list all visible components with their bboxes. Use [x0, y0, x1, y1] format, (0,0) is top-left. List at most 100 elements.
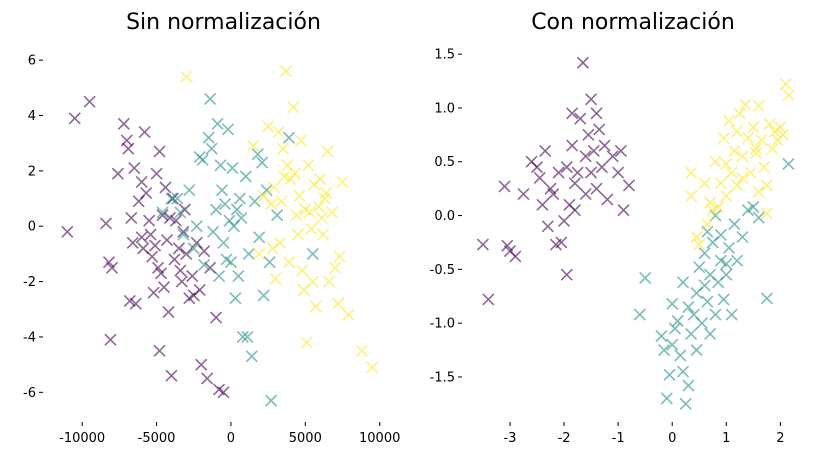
scatter-point-series-2-left: [291, 228, 304, 241]
scatter-point-series-0-left: [168, 253, 181, 266]
y-axis-right: -1.5 -1.0 -0.5 0.0 0.5 1.0 1.5: [430, 48, 462, 385]
x-tick-label: -5000: [138, 431, 176, 446]
scatter-point-series-2-right: [733, 107, 746, 120]
scatter-point-series-0-right: [482, 293, 495, 306]
scatter-point-series-0-right: [622, 179, 636, 192]
scatter-point-series-0-left: [177, 225, 190, 238]
chart-title-left: Sin normalización: [126, 10, 321, 35]
scatter-point-series-2-right: [766, 142, 779, 155]
scatter-point-series-2-right: [758, 161, 771, 174]
scatter-point-series-1-right: [682, 379, 695, 392]
scatter-point-series-1-left: [226, 162, 239, 175]
scatter-point-series-1-left: [177, 228, 190, 241]
scatter-point-series-2-right: [782, 88, 795, 102]
scatter-point-series-0-left: [193, 283, 206, 296]
scatter-point-series-2-right: [736, 171, 749, 184]
scatter-point-series-2-right: [741, 132, 754, 145]
x-tick-label: 0: [227, 431, 235, 446]
scatter-point-series-0-left: [104, 333, 117, 346]
scatter-point-series-2-left: [253, 247, 266, 260]
scatter-points-left: [61, 65, 379, 407]
scatter-point-series-1-right: [663, 368, 676, 381]
scatter-point-series-1-left: [190, 220, 203, 233]
scatter-point-series-1-right: [671, 314, 684, 328]
scatter-point-series-2-left: [293, 189, 306, 202]
scatter-point-series-1-right: [725, 308, 738, 321]
scatter-point-series-2-right: [760, 179, 773, 192]
scatter-point-series-0-right: [533, 171, 546, 184]
scatter-point-series-0-left: [61, 225, 74, 238]
scatter-point-series-0-left: [138, 126, 151, 139]
scatter-point-series-1-left: [282, 131, 296, 144]
scatter-point-series-1-right: [639, 271, 652, 285]
scatter-point-series-1-left: [218, 198, 232, 211]
scatter-point-series-0-left: [122, 142, 135, 155]
scatter-point-series-2-left: [303, 206, 316, 219]
scatter-point-series-2-left: [306, 275, 319, 288]
scatter-point-series-0-left: [175, 275, 188, 288]
scatter-point-series-2-right: [714, 177, 727, 190]
scatter-point-series-2-right: [728, 144, 741, 158]
scatter-point-series-2-left: [294, 134, 307, 147]
scatter-point-series-2-left: [262, 120, 275, 133]
scatter-point-series-1-left: [212, 269, 226, 283]
y-tick-label: 2: [28, 164, 36, 179]
scatter-point-series-1-right: [736, 231, 749, 244]
scatter-point-series-2-right: [752, 99, 765, 112]
y-axis-left: -6 -4 -2 0 2 4 6: [23, 54, 43, 401]
scatter-point-series-0-left: [149, 239, 162, 252]
scatter-point-series-2-right: [717, 132, 730, 145]
scatter-point-series-2-left: [328, 261, 342, 274]
scatter-point-series-1-right: [728, 218, 741, 231]
x-tick-label: 10000: [359, 431, 400, 446]
scatter-point-series-1-right: [685, 327, 698, 340]
scatter-point-series-0-left: [126, 236, 139, 249]
scatter-point-series-0-right: [606, 150, 619, 163]
scatter-point-series-0-left: [209, 311, 223, 324]
scatter-point-series-0-left: [129, 297, 142, 310]
scatter-point-series-0-right: [552, 166, 565, 179]
scatter-point-series-1-left: [215, 184, 229, 197]
scatter-point-series-2-left: [318, 192, 331, 205]
scatter-point-series-1-right: [633, 308, 646, 321]
scatter-point-series-2-right: [763, 118, 776, 131]
scatter-point-series-0-left: [146, 250, 159, 263]
scatter-point-series-1-left: [229, 292, 242, 305]
scatter-point-series-0-left: [135, 231, 148, 244]
scatter-point-series-0-right: [601, 193, 614, 206]
scatter-point-series-1-left: [211, 117, 224, 130]
scatter-point-series-0-left: [143, 214, 156, 227]
scatter-point-series-1-left: [270, 209, 284, 222]
scatter-point-series-2-right: [747, 121, 760, 134]
x-tick-label: -1: [612, 431, 625, 446]
scatter-point-series-0-left: [174, 264, 187, 277]
x-axis-left: -10000 -5000 0 5000 10000: [59, 422, 400, 446]
scatter-point-series-0-left: [169, 214, 182, 227]
scatter-point-series-2-left: [269, 272, 282, 285]
x-tick-label: -10000: [59, 431, 105, 446]
scatter-point-series-1-right: [660, 392, 673, 405]
scatter-point-series-1-right: [695, 317, 709, 330]
scatter-point-series-0-left: [162, 305, 175, 319]
scatter-point-series-2-left: [326, 206, 339, 219]
scatter-point-series-0-right: [579, 187, 592, 201]
scatter-point-series-1-right: [666, 297, 679, 310]
scatter-point-series-0-left: [198, 245, 211, 258]
scatter-point-series-1-right: [674, 349, 687, 362]
scatter-point-series-0-right: [541, 220, 554, 233]
scatter-point-series-2-right: [690, 231, 703, 244]
scatter-point-series-2-right: [706, 204, 719, 217]
scatter-point-series-2-right: [731, 125, 744, 138]
scatter-point-series-2-right: [712, 200, 725, 214]
scatter-point-series-1-left: [204, 92, 217, 105]
y-tick-label: 4: [28, 109, 36, 124]
scatter-point-series-0-right: [476, 238, 489, 251]
scatter-point-series-0-left: [111, 167, 124, 180]
scatter-point-series-0-left: [180, 247, 193, 260]
scatter-point-series-2-left: [273, 236, 287, 249]
scatter-point-series-1-right: [701, 295, 714, 308]
x-tick-label: 2: [776, 431, 784, 446]
scatter-point-series-0-left: [147, 286, 160, 299]
scatter-point-series-1-right: [714, 254, 727, 267]
